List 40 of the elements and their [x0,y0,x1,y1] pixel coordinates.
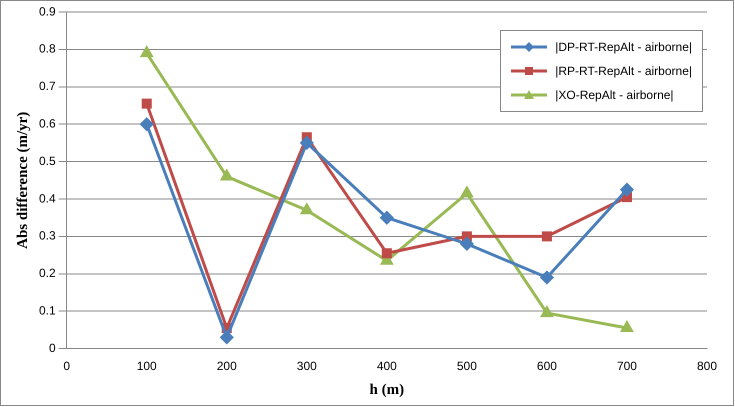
legend-label: |XO-RepAlt - airborne| [555,88,674,102]
legend-label: |DP-RT-RepAlt - airborne| [555,40,692,54]
x-tick-label: 200 [216,359,238,374]
y-axis-title: Abs difference (m/yr) [14,112,31,249]
point [540,271,554,284]
y-tick-label: 0.1 [38,304,56,318]
point [380,211,394,224]
point [542,231,552,242]
y-tick-label: 0.8 [38,42,56,56]
x-tick-label: 400 [376,359,398,374]
point [300,136,314,150]
x-tick-label: 100 [136,359,158,374]
point [382,248,392,258]
y-tick-label: 0.2 [38,266,56,280]
x-tick-label: 600 [536,359,558,374]
x-tick-label: 700 [616,359,638,374]
y-tick-label: 0.5 [38,154,56,168]
point [140,46,153,58]
point [220,170,233,181]
y-tick-label: 0.7 [38,79,56,94]
point [461,186,473,198]
y-tick-label: 0 [48,340,56,355]
point [220,330,234,344]
x-tick-label: 500 [456,359,478,374]
x-tick-label: 0 [63,359,70,374]
x-tick-label: 300 [296,359,318,374]
x-axis-title: h (m) [370,382,404,398]
y-tick-label: 0.3 [38,228,56,243]
point [142,98,152,109]
point [140,118,154,131]
point [621,322,633,332]
x-tick-label: 800 [696,359,718,374]
point [620,183,634,196]
y-tick-label: 0.9 [38,4,56,18]
legend-label: |RP-RT-RepAlt - airborne| [555,64,692,78]
point [300,204,313,214]
point [460,237,474,250]
y-tick-label: 0.4 [38,191,56,206]
point [541,306,553,318]
y-tick-label: 0.6 [38,116,56,131]
